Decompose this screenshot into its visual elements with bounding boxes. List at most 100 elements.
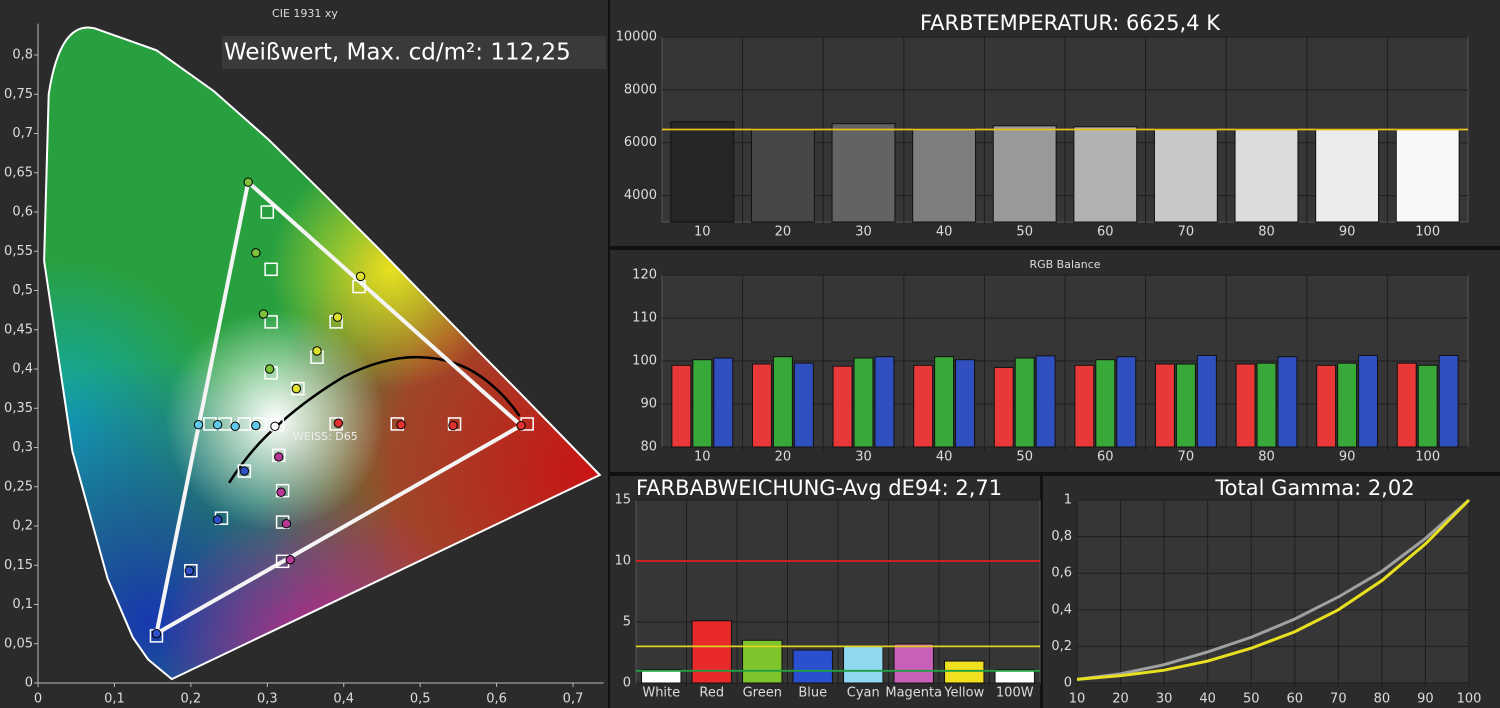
x-tick-label: 30 (1156, 692, 1173, 707)
y-tick-label: 80 (640, 440, 657, 455)
x-tick-label: 100 (1457, 692, 1482, 707)
y-tick-label: 0 (25, 676, 33, 691)
bar (1153, 128, 1218, 223)
y-tick-label: 0,8 (1051, 529, 1072, 544)
x-tick-label: 10 (1069, 692, 1086, 707)
x-tick-label: 40 (1199, 692, 1216, 707)
bar (1395, 128, 1460, 223)
measured-point (516, 420, 526, 431)
x-tick-label: 60 (1287, 692, 1304, 707)
bar (944, 660, 985, 684)
chart-title: FARBTEMPERATUR: 6625,4 K (920, 11, 1221, 35)
y-tick-label: 90 (640, 397, 657, 412)
x-tick-label: 40 (936, 225, 953, 240)
annotation: Weißwert, Max. cd/m²: 112,25 (224, 40, 571, 66)
bar (670, 121, 735, 223)
measured-point (333, 418, 344, 428)
measured-point (264, 364, 275, 374)
bar (1396, 362, 1417, 448)
x-tick-label: 100 (1415, 450, 1440, 465)
bar (793, 362, 814, 448)
bar (1337, 362, 1358, 448)
bar (1074, 364, 1095, 448)
x-tick-label: 80 (1258, 225, 1275, 240)
chart-title: Total Gamma: 2,02 (1214, 476, 1414, 500)
y-tick-label: 0,2 (1051, 639, 1072, 654)
bar (772, 356, 793, 448)
gamut-triangle (154, 180, 524, 636)
y-tick-label: 10 (614, 554, 631, 569)
x-tick-label: 40 (936, 450, 953, 465)
x-tick-label: 80 (1258, 450, 1275, 465)
measured-point (243, 177, 253, 187)
measured-point (151, 628, 162, 639)
y-tick-label: 5 (623, 615, 631, 630)
x-tick-label: 0 (34, 692, 42, 707)
x-tick-label: Magenta (885, 686, 942, 701)
y-tick-label: 1 (1064, 493, 1072, 508)
bar (671, 364, 692, 448)
plot-area (1076, 499, 1470, 684)
target-point (237, 464, 252, 478)
x-tick-label: 0,5 (410, 692, 431, 707)
x-tick-label: 90 (1417, 692, 1434, 707)
x-tick-label: 90 (1339, 450, 1356, 465)
bar (913, 364, 934, 448)
y-tick-label: 100 (632, 354, 657, 369)
y-tick-label: 120 (632, 268, 657, 283)
bar (1175, 363, 1196, 448)
bar (874, 356, 895, 448)
measured-point (239, 466, 250, 476)
x-tick-label: 10 (694, 450, 711, 465)
x-tick-label: 0,6 (486, 692, 507, 707)
bar (831, 123, 896, 223)
y-tick-label: 4000 (624, 188, 657, 203)
x-tick-label: 0,3 (257, 692, 278, 707)
y-tick-label: 0 (623, 676, 631, 691)
y-tick-label: 10000 (616, 30, 657, 45)
y-tick-label: 0,05 (4, 636, 33, 651)
measured-point (355, 271, 366, 282)
bar (1234, 128, 1299, 223)
x-tick-label: 90 (1339, 225, 1356, 240)
measured-point (396, 420, 406, 430)
bar (912, 128, 977, 223)
x-tick-label: 0,4 (333, 692, 354, 707)
y-tick-label: 0,7 (12, 126, 33, 141)
y-tick-label: 0,45 (4, 322, 33, 337)
measured-point (270, 421, 280, 432)
bar (792, 649, 833, 684)
measured-point (258, 309, 269, 319)
measured-point (332, 312, 343, 322)
x-tick-label: Cyan (847, 686, 880, 701)
x-tick-label: 20 (775, 450, 792, 465)
bar (1116, 356, 1137, 448)
bar (692, 359, 713, 448)
bar (992, 125, 1057, 223)
measured-point (230, 421, 240, 432)
y-tick-label: 0 (1064, 676, 1072, 691)
x-tick-label: 70 (1330, 692, 1347, 707)
y-tick-label: 0,4 (12, 362, 33, 377)
bar (691, 620, 732, 684)
y-tick-label: 0,25 (4, 479, 33, 494)
x-tick-label: 70 (1178, 225, 1195, 240)
x-tick-label: 0,2 (181, 692, 202, 707)
y-tick-label: 0,1 (12, 597, 33, 612)
x-tick-label: 50 (1016, 450, 1033, 465)
x-tick-label: 50 (1243, 692, 1260, 707)
x-tick-label: 0,7 (563, 692, 584, 707)
y-tick-label: 0,6 (12, 205, 33, 220)
measured-point (212, 420, 223, 430)
x-tick-label: 50 (1016, 225, 1033, 240)
y-tick-label: 6000 (624, 135, 657, 150)
y-tick-label: 0,5 (12, 283, 33, 298)
x-tick-label: 60 (1097, 450, 1114, 465)
measured-point (184, 566, 195, 576)
x-tick-label: 100W (996, 686, 1034, 701)
bar (1438, 354, 1459, 448)
measured-point (276, 487, 286, 497)
x-tick-label: 70 (1178, 450, 1195, 465)
